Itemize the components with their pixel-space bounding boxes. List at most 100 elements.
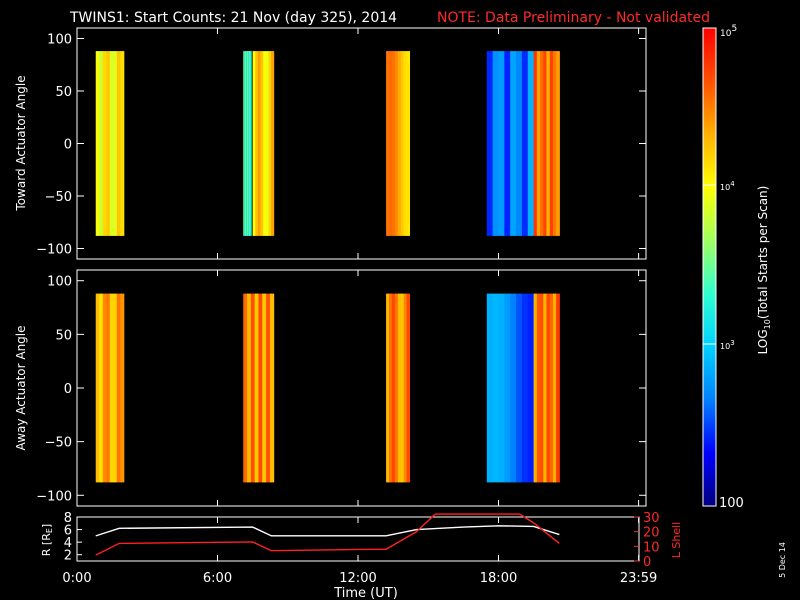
heatmap-cell [250,293,256,483]
orbit-left-tick-label: 2 [64,549,72,564]
orbit-right-tick-label: 30 [643,511,660,526]
y-tick-label: −100 [36,243,72,258]
heatmap-cell [268,51,272,236]
l-shell-line [95,513,560,556]
chart-title: TWINS1: Start Counts: 21 Nov (day 325), … [69,10,397,26]
heatmap-cell [109,293,114,483]
heatmap-cell [243,51,245,236]
y-tick-label: 100 [47,275,72,290]
heatmap-cell [403,51,408,236]
heatmap-cell [552,293,557,483]
heatmap-cell [271,51,275,236]
heatmap-cell [243,293,248,483]
heatmap-cell [258,293,263,483]
away-panel-frame [76,269,647,507]
x-tick-label: 0:00 [62,571,91,586]
heatmap-cell [99,51,104,236]
heatmap-cell [247,51,249,236]
heatmap-cell [400,51,405,236]
y-tick-label: −50 [45,436,72,451]
heatmap-interval [533,293,560,483]
heatmap-cell [504,51,511,236]
heatmap-cell [504,293,511,483]
x-tick-label: 6:00 [203,571,232,586]
heatmap-cell [552,51,557,236]
orbit-left-label: R [RE] [40,524,54,556]
heatmap-cell [250,51,252,236]
r-distance-line [95,525,560,537]
heatmap-cell [400,293,405,483]
orbit-left-tick-label: 8 [64,511,72,526]
orbit-right-tick-label: 20 [643,526,660,541]
heatmap-cell [533,51,538,236]
heatmap-cell [540,51,544,236]
heatmap-cell [521,51,529,236]
heatmap-cell [516,51,523,236]
heatmap-cell [249,51,251,236]
y-tick-label: 0 [64,382,72,397]
heatmap-interval [486,51,535,236]
heatmap-cell [406,293,411,483]
heatmap-cell [536,51,541,236]
heatmap-cell [269,293,275,483]
heatmap-cell [252,51,256,236]
heatmap-cell [391,51,396,236]
heatmap-interval [252,51,275,236]
heatmap-cell [540,293,544,483]
heatmap-cell [95,51,100,236]
heatmap-interval [95,51,125,236]
heatmap-cell [247,293,252,483]
heatmap-cell [116,51,121,236]
heatmap-cell [246,51,248,236]
heatmap-cell [510,51,517,236]
heatmap-cell [549,51,554,236]
away-heatmap [95,293,560,483]
heatmap-cell [116,293,121,483]
y-tick-label: −100 [36,489,72,504]
heatmap-interval [533,51,560,236]
heatmap-cell [389,51,393,236]
heatmap-cell [536,293,541,483]
heatmap-cell [556,51,560,236]
x-axis-label: Time (UT) [333,586,398,600]
x-tick-label: 12:00 [339,571,376,586]
y-tick-label: 50 [55,328,72,343]
heatmap-cell [521,293,529,483]
heatmap-cell [486,51,494,236]
heatmap-cell [394,51,399,236]
heatmap-cell [257,51,262,236]
heatmap-interval [386,293,411,483]
heatmap-cell [102,293,107,483]
x-tick-label: 18:00 [480,571,517,586]
y-tick-label: 100 [47,33,72,48]
heatmap-cell [120,51,125,236]
orbit-right-tick-label: 0 [643,555,651,570]
heatmap-cell [403,293,408,483]
colorbar-tick-bottom: 100 [719,496,744,511]
heatmap-cell [106,293,111,483]
colorbar-label: LOG10(Total Starts per Scan) [756,186,772,355]
heatmap-cell [260,51,264,236]
heatmap-cell [527,51,535,236]
heatmap-cell [527,293,535,483]
heatmap-cell [113,293,118,483]
heatmap-interval [95,293,125,483]
heatmap-cell [95,293,100,483]
heatmap-cell [389,293,393,483]
heatmap-cell [248,51,250,236]
heatmap-cell [543,293,548,483]
heatmap-cell [492,293,499,483]
heatmap-cell [394,293,399,483]
heatmap-cell [99,293,104,483]
heatmap-cell [397,293,402,483]
y-tick-label: 0 [64,138,72,153]
orbit-lines [95,513,560,556]
heatmap-interval [486,293,535,483]
orbit-right-tick-label: 10 [643,540,660,555]
heatmap-cell [386,293,390,483]
heatmap-cell [106,51,111,236]
toward-ylabel: Toward Actuator Angle [14,75,28,211]
heatmap-cell [255,51,259,236]
